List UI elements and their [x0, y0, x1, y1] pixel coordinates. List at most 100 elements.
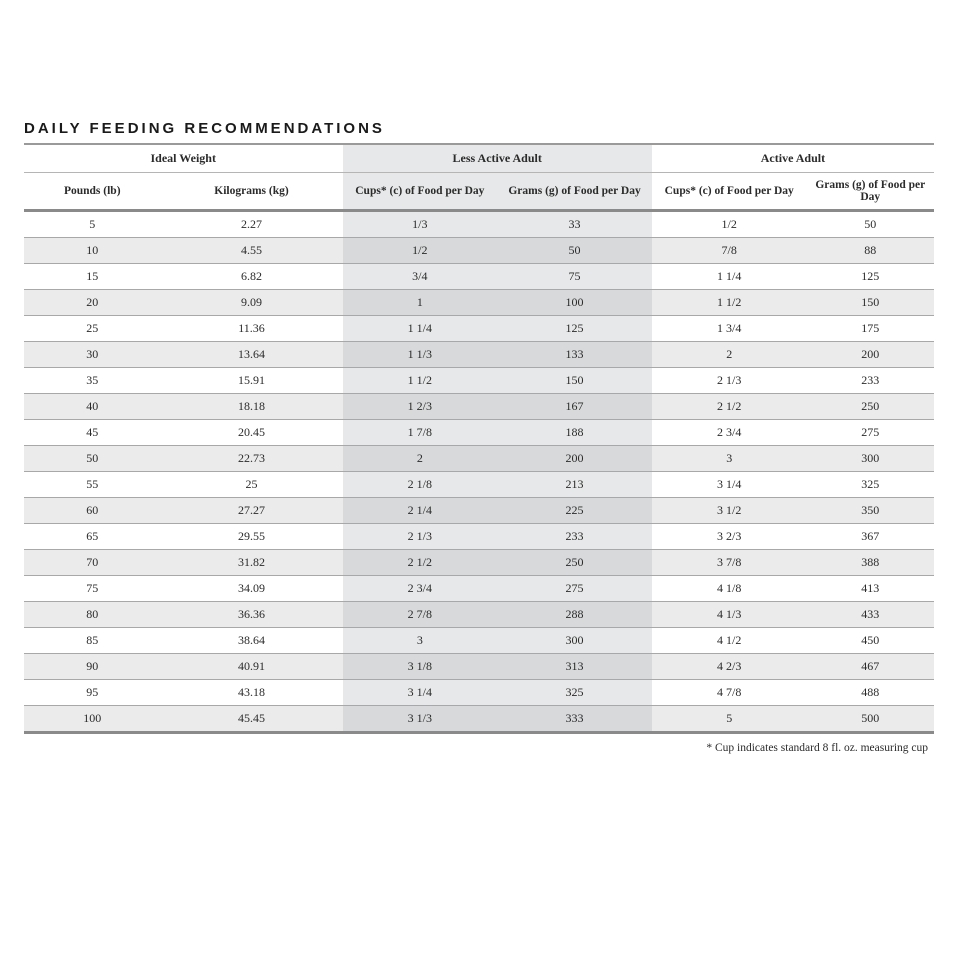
- table-row: 7031.822 1/22503 7/8388: [24, 550, 934, 576]
- cell: 29.55: [161, 524, 343, 550]
- cell: 3 1/8: [343, 654, 498, 680]
- col-header-grams-less: Grams (g) of Food per Day: [497, 173, 652, 211]
- cell: 3 1/4: [652, 472, 807, 498]
- cell: 125: [497, 316, 652, 342]
- cell: 2 1/2: [652, 394, 807, 420]
- cell: 2 1/2: [343, 550, 498, 576]
- page-title: DAILY FEEDING RECOMMENDATIONS: [24, 120, 934, 137]
- table-row: 7534.092 3/42754 1/8413: [24, 576, 934, 602]
- cell: 1/2: [343, 238, 498, 264]
- cell: 200: [807, 342, 934, 368]
- cell: 1 1/2: [652, 290, 807, 316]
- sub-header-row: Pounds (lb) Kilograms (kg) Cups* (c) of …: [24, 173, 934, 211]
- footnote: * Cup indicates standard 8 fl. oz. measu…: [24, 742, 934, 754]
- cell: 3 2/3: [652, 524, 807, 550]
- cell: 1 1/3: [343, 342, 498, 368]
- cell: 2: [343, 446, 498, 472]
- cell: 4 7/8: [652, 680, 807, 706]
- cell: 80: [24, 602, 161, 628]
- cell: 45: [24, 420, 161, 446]
- cell: 275: [497, 576, 652, 602]
- cell: 350: [807, 498, 934, 524]
- col-header-cups-less: Cups* (c) of Food per Day: [343, 173, 498, 211]
- feeding-table: Ideal Weight Less Active Adult Active Ad…: [24, 143, 934, 734]
- cell: 40.91: [161, 654, 343, 680]
- cell: 413: [807, 576, 934, 602]
- cell: 18.18: [161, 394, 343, 420]
- cell: 125: [807, 264, 934, 290]
- cell: 3: [652, 446, 807, 472]
- cell: 1 1/4: [343, 316, 498, 342]
- table-row: 156.823/4751 1/4125: [24, 264, 934, 290]
- cell: 388: [807, 550, 934, 576]
- table-row: 6529.552 1/32333 2/3367: [24, 524, 934, 550]
- cell: 175: [807, 316, 934, 342]
- table-row: 209.0911001 1/2150: [24, 290, 934, 316]
- cell: 2 1/8: [343, 472, 498, 498]
- cell: 1 1/4: [652, 264, 807, 290]
- col-header-cups-active: Cups* (c) of Food per Day: [652, 173, 807, 211]
- cell: 15: [24, 264, 161, 290]
- cell: 3 7/8: [652, 550, 807, 576]
- cell: 188: [497, 420, 652, 446]
- cell: 2 3/4: [343, 576, 498, 602]
- cell: 33: [497, 211, 652, 238]
- cell: 4 1/2: [652, 628, 807, 654]
- cell: 150: [807, 290, 934, 316]
- table-row: 3013.641 1/31332200: [24, 342, 934, 368]
- cell: 233: [497, 524, 652, 550]
- table-row: 6027.272 1/42253 1/2350: [24, 498, 934, 524]
- table-row: 8538.6433004 1/2450: [24, 628, 934, 654]
- table-row: 52.271/3331/250: [24, 211, 934, 238]
- cell: 333: [497, 706, 652, 733]
- cell: 133: [497, 342, 652, 368]
- cell: 20: [24, 290, 161, 316]
- cell: 250: [807, 394, 934, 420]
- cell: 25: [24, 316, 161, 342]
- cell: 450: [807, 628, 934, 654]
- cell: 10: [24, 238, 161, 264]
- cell: 1 2/3: [343, 394, 498, 420]
- cell: 150: [497, 368, 652, 394]
- table-row: 8036.362 7/82884 1/3433: [24, 602, 934, 628]
- cell: 300: [497, 628, 652, 654]
- cell: 433: [807, 602, 934, 628]
- cell: 60: [24, 498, 161, 524]
- cell: 50: [24, 446, 161, 472]
- cell: 1 7/8: [343, 420, 498, 446]
- table-row: 10045.453 1/33335500: [24, 706, 934, 733]
- cell: 31.82: [161, 550, 343, 576]
- cell: 6.82: [161, 264, 343, 290]
- cell: 40: [24, 394, 161, 420]
- group-header-less-active: Less Active Adult: [343, 144, 652, 173]
- table-row: 5022.7322003300: [24, 446, 934, 472]
- cell: 3: [343, 628, 498, 654]
- table-row: 4520.451 7/81882 3/4275: [24, 420, 934, 446]
- cell: 275: [807, 420, 934, 446]
- cell: 2 3/4: [652, 420, 807, 446]
- table-row: 2511.361 1/41251 3/4175: [24, 316, 934, 342]
- cell: 34.09: [161, 576, 343, 602]
- col-header-pounds: Pounds (lb): [24, 173, 161, 211]
- table-row: 55252 1/82133 1/4325: [24, 472, 934, 498]
- group-header-ideal-weight: Ideal Weight: [24, 144, 343, 173]
- cell: 2.27: [161, 211, 343, 238]
- cell: 90: [24, 654, 161, 680]
- table-row: 4018.181 2/31672 1/2250: [24, 394, 934, 420]
- cell: 38.64: [161, 628, 343, 654]
- cell: 1 1/2: [343, 368, 498, 394]
- cell: 95: [24, 680, 161, 706]
- cell: 75: [497, 264, 652, 290]
- cell: 22.73: [161, 446, 343, 472]
- cell: 2 7/8: [343, 602, 498, 628]
- cell: 1/3: [343, 211, 498, 238]
- cell: 35: [24, 368, 161, 394]
- cell: 1 3/4: [652, 316, 807, 342]
- cell: 300: [807, 446, 934, 472]
- cell: 88: [807, 238, 934, 264]
- col-header-kilograms: Kilograms (kg): [161, 173, 343, 211]
- cell: 43.18: [161, 680, 343, 706]
- cell: 3 1/4: [343, 680, 498, 706]
- cell: 85: [24, 628, 161, 654]
- cell: 7/8: [652, 238, 807, 264]
